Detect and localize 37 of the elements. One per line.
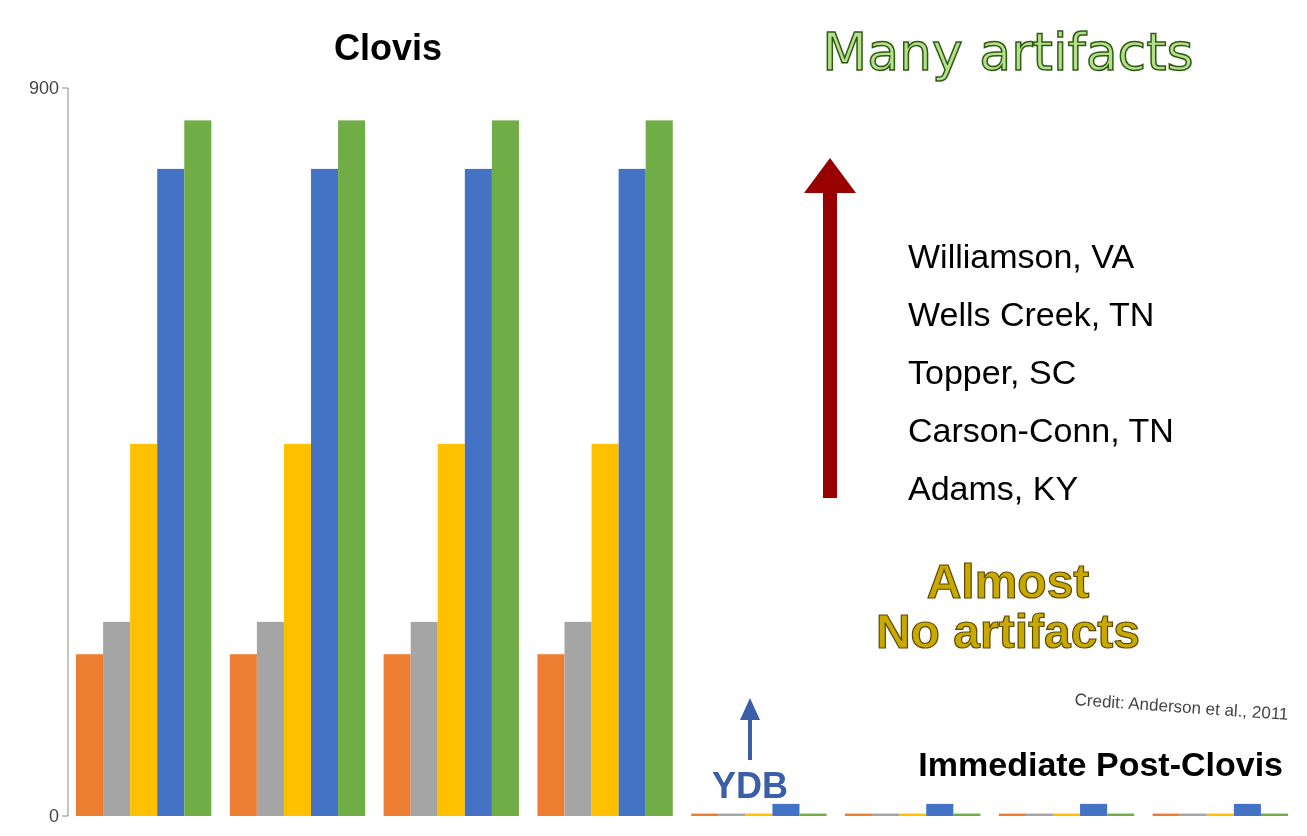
- bar: [130, 443, 158, 816]
- bar: [772, 803, 800, 816]
- annotation: Williamson, VA: [908, 237, 1135, 275]
- bar: [283, 443, 312, 816]
- bar: [1080, 803, 1108, 816]
- annotation: Immediate Post-Clovis: [918, 745, 1283, 783]
- bar: [591, 443, 619, 816]
- bar: [618, 168, 646, 816]
- y-tick-label: 0: [48, 806, 59, 827]
- bar: [645, 120, 673, 816]
- bar: [338, 120, 366, 816]
- annotation: YDB: [711, 765, 789, 806]
- annotation: Topper, SC: [908, 353, 1077, 391]
- annotation: Almost No artifacts: [875, 555, 1141, 659]
- text: Many artifacts: [822, 22, 1194, 82]
- annotation: Wells Creek, TN: [908, 295, 1155, 333]
- bar: [564, 621, 592, 816]
- bar: [184, 120, 212, 816]
- text: Clovis: [333, 27, 443, 68]
- bar: [926, 803, 954, 816]
- bar: [537, 654, 565, 816]
- bar: [491, 120, 519, 816]
- bar: [103, 621, 131, 816]
- bar: [1233, 803, 1261, 816]
- annotation: Carson-Conn, TN: [908, 411, 1174, 449]
- y-tick-label: 900: [28, 78, 59, 99]
- bar: [410, 621, 438, 816]
- bar: [383, 654, 411, 816]
- annotation: Adams, KY: [908, 469, 1079, 507]
- bar: [76, 654, 104, 816]
- bar: [311, 168, 339, 816]
- bar: [157, 168, 185, 816]
- bar: [437, 443, 465, 816]
- bar: [464, 168, 492, 816]
- bar: [256, 621, 284, 816]
- annotation: Credit: Anderson et al., 2011: [1074, 690, 1290, 724]
- bar: [229, 654, 257, 816]
